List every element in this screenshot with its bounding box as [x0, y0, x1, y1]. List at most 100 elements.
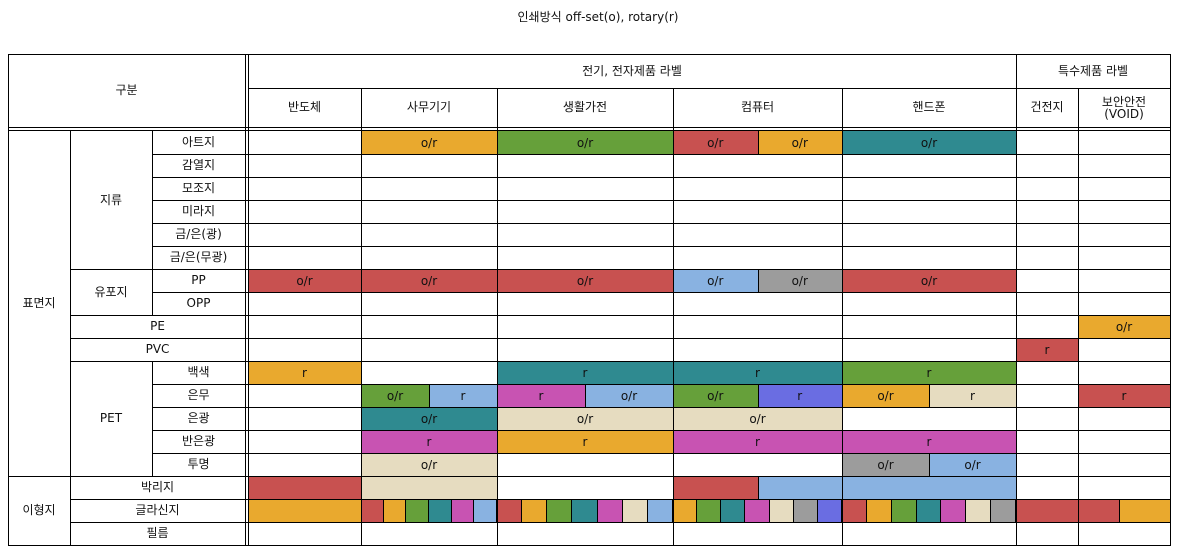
print-method-cell [757, 476, 842, 499]
color-swatch [522, 499, 548, 522]
grid-line [248, 54, 249, 545]
print-method-cell: o/r [497, 269, 673, 292]
grid-line [361, 88, 362, 545]
print-method-label: o/r [707, 135, 724, 150]
row-label-pvc: PVC [145, 342, 170, 356]
color-swatch [361, 499, 384, 522]
print-method-cell: o/r [842, 453, 929, 476]
grid-line [842, 88, 843, 545]
print-method-label: r [755, 365, 760, 380]
grid-line [152, 430, 1170, 431]
grid-line [152, 361, 153, 476]
print-method-cell: o/r [585, 384, 673, 407]
print-method-label: r [797, 388, 803, 403]
print-method-cell: r [1078, 384, 1170, 407]
grid-line [929, 453, 930, 476]
grid-line [497, 88, 498, 545]
print-method-label: o/r [920, 135, 938, 150]
print-method-cell: r [842, 430, 1016, 453]
print-method-cell: o/r [673, 407, 842, 430]
print-method-cell: o/r [842, 384, 929, 407]
color-swatch [842, 499, 867, 522]
row-subgroup-synthetic: 유포지 [94, 284, 128, 299]
color-swatch [497, 499, 523, 522]
print-method-label: r [755, 434, 760, 449]
print-method-label: r [538, 388, 544, 403]
grid-line [8, 130, 1170, 131]
grid-line [70, 338, 1170, 339]
grid-line [152, 453, 1170, 454]
color-swatch [916, 499, 942, 522]
print-method-cell: r [673, 430, 842, 453]
print-method-label: o/r [576, 273, 594, 288]
print-method-label: o/r [386, 388, 404, 403]
grid-line [245, 54, 246, 545]
row-label: 은광 [187, 411, 210, 425]
grid-line [758, 476, 759, 499]
print-method-label: o/r [420, 273, 438, 288]
grid-line [8, 127, 1170, 128]
print-method-label: r [460, 388, 466, 403]
print-method-label: r [582, 365, 588, 380]
row-label: 미라지 [181, 204, 216, 218]
print-method-label: o/r [920, 273, 938, 288]
print-method-label: r [426, 434, 432, 449]
color-swatch [474, 499, 497, 522]
grid-line [152, 200, 1170, 201]
column-header: 생활가전 [562, 100, 608, 114]
print-method-cell [1078, 499, 1120, 522]
print-method-label: r [1121, 388, 1127, 403]
print-method-label: r [582, 434, 588, 449]
grid-line [152, 407, 1170, 408]
grid-line [1016, 54, 1017, 545]
grid-line [1119, 499, 1120, 522]
table-border [8, 545, 1171, 546]
print-method-cell [1016, 499, 1078, 522]
print-method-cell: o/r [673, 384, 758, 407]
column-header: 건전지 [1030, 100, 1064, 114]
grid-line [585, 384, 586, 407]
print-method-label: o/r [791, 273, 808, 288]
print-method-label: o/r [1115, 319, 1133, 334]
column-header: 보안안전 (VOID) [1101, 94, 1147, 121]
print-method-cell: r [673, 361, 842, 384]
print-method-cell [842, 476, 1016, 499]
print-method-label: r [926, 365, 932, 380]
print-method-label: o/r [749, 411, 766, 426]
color-swatch [866, 499, 892, 522]
print-method-label: o/r [707, 388, 724, 403]
print-method-cell: r [1016, 338, 1078, 361]
print-method-label: o/r [420, 457, 438, 472]
print-method-cell [361, 476, 497, 499]
column-header: 반도체 [287, 100, 322, 114]
color-swatch [597, 499, 623, 522]
print-method-cell: o/r [673, 131, 758, 154]
print-method-label: o/r [791, 135, 808, 150]
grid-line [152, 177, 1170, 178]
print-method-label: o/r [420, 411, 438, 426]
print-method-cell: o/r [1078, 315, 1170, 338]
print-method-cell: o/r [248, 269, 361, 292]
color-swatch [406, 499, 429, 522]
color-swatch [991, 499, 1016, 522]
row-subgroup-paper: 지류 [99, 192, 123, 207]
row-label: 금/은(광) [175, 227, 222, 241]
grid-line [429, 384, 430, 407]
grid-line [8, 476, 1170, 477]
print-method-cell: r [929, 384, 1016, 407]
grid-line [70, 361, 1170, 362]
row-label-pe: PE [150, 319, 165, 333]
column-header: 핸드폰 [912, 100, 946, 114]
row-label: 투명 [187, 457, 210, 471]
print-method-label: r [970, 388, 975, 403]
print-method-cell: o/r [361, 453, 497, 476]
print-method-cell [248, 499, 361, 522]
color-swatch [817, 499, 842, 522]
grid-line [758, 131, 759, 154]
color-swatch [383, 499, 407, 522]
grid-line [758, 384, 759, 407]
print-method-label: o/r [576, 135, 594, 150]
print-method-cell [673, 476, 758, 499]
print-method-label: r [1044, 342, 1050, 357]
